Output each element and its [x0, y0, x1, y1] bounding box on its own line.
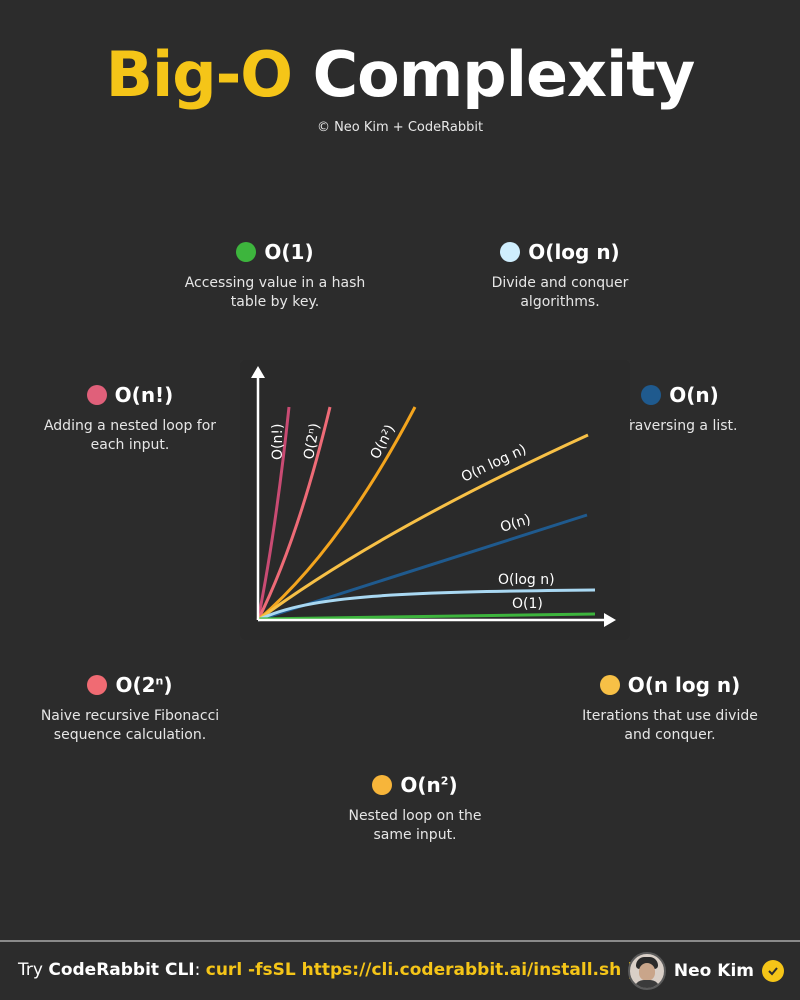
onlogn-desc-line1: Iterations that use divide [582, 708, 758, 724]
item-onlogn: O(n log n) Iterations that use divide an… [565, 673, 775, 745]
ologn-desc-line2: algorithms. [520, 294, 600, 310]
footer-cta: Try CodeRabbit CLI: curl -fsSL https://c… [18, 960, 662, 980]
o1-desc: Accessing value in a hash table by key. [170, 274, 380, 312]
ofact-dot [86, 385, 107, 405]
item-ologn: O(log n) Divide and conquer algorithms. [465, 240, 655, 312]
page-title: Big-O Complexity [0, 38, 800, 111]
footer-product: CodeRabbit CLI [48, 960, 195, 980]
on2-desc: Nested loop on the same input. [320, 807, 510, 845]
o2n-dot [87, 675, 108, 695]
item-ofact: O(n!) Adding a nested loop for each inpu… [30, 383, 230, 455]
ologn-desc-line1: Divide and conquer [491, 275, 629, 291]
o2n-desc-line2: sequence calculation. [53, 727, 207, 743]
credit: © Neo Kim + CodeRabbit [316, 120, 484, 135]
chart-label-factorial: O(n!) [270, 424, 286, 460]
ofact-desc: Adding a nested loop for each input. [30, 417, 230, 455]
o2n-desc-line1: Naive recursive Fibonacci [40, 708, 220, 724]
on-desc: Traversing a list. [605, 417, 755, 436]
on2-dot [372, 775, 393, 795]
on-desc-line1: Traversing a list. [622, 418, 738, 434]
footer-command[interactable]: curl -fsSL https://cli.coderabbit.ai/ins… [205, 960, 662, 980]
chart-bg [240, 360, 630, 640]
verified-icon [762, 960, 784, 982]
chart-label-constant: O(1) [512, 596, 543, 612]
y-axis-arrow [251, 366, 265, 378]
footer-colon: : [194, 960, 201, 980]
ofact-desc-line1: Adding a nested loop for [43, 418, 217, 434]
item-on: O(n) Traversing a list. [605, 383, 755, 436]
ofact-desc-line2: each input. [90, 437, 170, 453]
o1-desc-line1: Accessing value in a hash [184, 275, 366, 291]
chart-label-exponential: O(2ⁿ) [301, 422, 323, 461]
footer-try: Try [18, 960, 43, 980]
on-label: O(n) [669, 383, 719, 407]
item-o2n: O(2n) Naive recursive Fibonacci sequence… [25, 673, 235, 745]
item-on2: O(n2) Nested loop on the same input. [320, 773, 510, 845]
onlogn-label: O(n log n) [627, 673, 741, 697]
o1-label: O(1) [264, 240, 314, 264]
curve-exponential [256, 406, 332, 621]
o2n-desc: Naive recursive Fibonacci sequence calcu… [25, 707, 235, 745]
author-badge: Neo Kim [627, 952, 784, 990]
curve-log [257, 588, 596, 622]
onlogn-desc-line2: and conquer. [624, 727, 716, 743]
onlogn-dot [599, 675, 620, 695]
on2-label: O(n2) [400, 773, 458, 797]
ologn-label: O(log n) [528, 240, 620, 264]
chart-label-log: O(log n) [498, 572, 555, 588]
title-accent: Big-O [105, 38, 293, 111]
ologn-dot [500, 242, 521, 262]
curve-constant [257, 612, 596, 621]
on2-desc-line2: same input. [373, 827, 457, 843]
o1-dot [236, 242, 257, 262]
x-axis-arrow [604, 613, 616, 627]
title-rest: Complexity [312, 38, 696, 111]
o1-desc-line2: table by key. [230, 294, 320, 310]
item-o1: O(1) Accessing value in a hash table by … [170, 240, 380, 312]
ologn-desc: Divide and conquer algorithms. [465, 274, 655, 312]
curve-factorial [256, 406, 291, 621]
complexity-chart: O(n!) O(2ⁿ) O(n²) O(n log n) O(n) O(log … [240, 360, 630, 640]
curve-quadratic [257, 406, 417, 622]
onlogn-desc: Iterations that use divide and conquer. [565, 707, 775, 745]
o2n-label: O(2n) [115, 673, 173, 697]
author-name: Neo Kim [673, 961, 754, 981]
on-dot [641, 385, 662, 405]
curve-nlogn [257, 433, 589, 622]
avatar [627, 952, 666, 990]
on2-desc-line1: Nested loop on the [348, 808, 482, 824]
ofact-label: O(n!) [114, 383, 174, 407]
footer-divider [0, 940, 800, 942]
